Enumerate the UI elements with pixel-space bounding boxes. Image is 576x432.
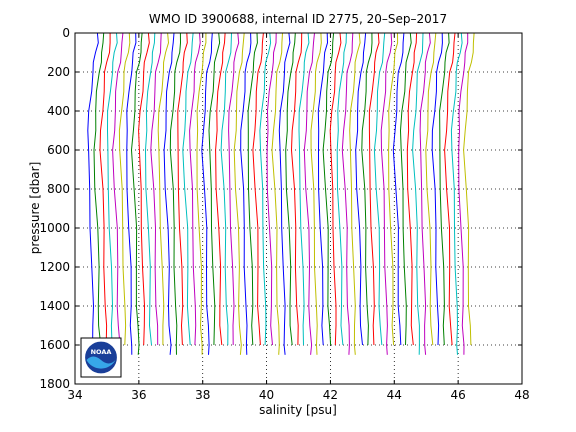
x-tick-label: 38 (195, 388, 210, 402)
y-tick-label: 0 (62, 26, 70, 40)
profile-line (182, 32, 194, 346)
profile-line (444, 32, 456, 346)
plot-frame (74, 32, 523, 385)
x-tick-label: 44 (387, 388, 402, 402)
profile-line (201, 32, 213, 355)
profile-line (361, 32, 373, 346)
y-tick-label: 1400 (39, 299, 70, 313)
profile-line (355, 32, 367, 346)
profile-line (336, 32, 347, 346)
profile-line (317, 32, 329, 346)
profile-lines (87, 32, 475, 355)
profile-line (112, 32, 124, 346)
x-tick-label: 48 (514, 388, 529, 402)
logo-text: NOAA (91, 348, 112, 356)
profile-line (196, 33, 207, 355)
profile-line (189, 32, 201, 346)
profile-line (208, 32, 221, 346)
profile-line (126, 32, 137, 355)
profile-line (419, 32, 431, 355)
profile-line (106, 32, 118, 346)
profile-line (310, 32, 322, 355)
profile-line (349, 32, 361, 355)
profile-line (399, 32, 412, 346)
x-tick-label: 46 (451, 388, 466, 402)
profile-line (439, 32, 450, 346)
x-tick-label: 42 (323, 388, 338, 402)
profile-line (450, 32, 463, 355)
profile-line (93, 32, 105, 355)
profile-line (392, 32, 405, 346)
profile-line (458, 33, 469, 355)
x-tick-label: 36 (131, 388, 146, 402)
profile-line (240, 32, 252, 355)
profile-line (130, 32, 143, 355)
profile-line (303, 32, 315, 355)
chart-title: WMO ID 3900688, internal ID 2775, 20–Sep… (149, 12, 447, 26)
profile-line (278, 32, 291, 355)
y-axis-label: pressure [dbar] (28, 162, 42, 255)
profile-line (163, 32, 175, 355)
x-axis-ticks: 34 36 38 40 42 44 46 48 (67, 33, 530, 402)
profile-line (177, 32, 188, 346)
profile-line (247, 32, 258, 346)
profile-line (266, 32, 277, 346)
profile-line (425, 32, 437, 346)
y-tick-label: 1000 (39, 221, 70, 235)
profile-line (406, 32, 418, 346)
y-tick-label: 800 (47, 182, 70, 196)
profile-line (215, 32, 226, 346)
profile-line (388, 32, 399, 346)
x-tick-label: 34 (67, 388, 82, 402)
profile-line (380, 32, 393, 355)
profile-line (252, 32, 264, 346)
x-tick-label: 40 (259, 388, 274, 402)
profile-line (322, 32, 335, 346)
profile-line (329, 32, 342, 346)
y-axis-ticks: 0 200 400 600 800 1000 1200 1400 1600 1800 (39, 26, 522, 391)
noaa-logo: NOAA (80, 337, 122, 378)
profile-line (228, 32, 240, 346)
profile-line (99, 33, 111, 346)
profile-line (150, 32, 162, 346)
profile-line (144, 32, 156, 346)
y-tick-label: 1200 (39, 260, 70, 274)
y-tick-label: 600 (47, 143, 70, 157)
profile-line (220, 32, 232, 346)
y-tick-label: 1800 (39, 377, 70, 391)
profile-line (368, 32, 380, 346)
profile-line (118, 32, 131, 346)
profile-line (157, 32, 170, 345)
profile-line (271, 32, 283, 355)
profile-line (463, 32, 475, 346)
profile-line (285, 32, 296, 346)
profile-line (138, 32, 150, 346)
y-tick-label: 1600 (39, 338, 70, 352)
profile-line (233, 32, 245, 355)
profile-line (87, 32, 99, 346)
profile-line (169, 32, 182, 355)
profile-line (341, 32, 354, 355)
profile-line (290, 32, 303, 346)
profile-line (298, 32, 310, 346)
profile-line (259, 32, 272, 346)
profile-line (373, 32, 386, 346)
profile-line (431, 32, 443, 346)
profile-line (412, 32, 424, 355)
y-tick-label: 200 (47, 65, 70, 79)
x-axis-label: salinity [psu] (259, 403, 337, 417)
y-tick-label: 400 (47, 104, 70, 118)
